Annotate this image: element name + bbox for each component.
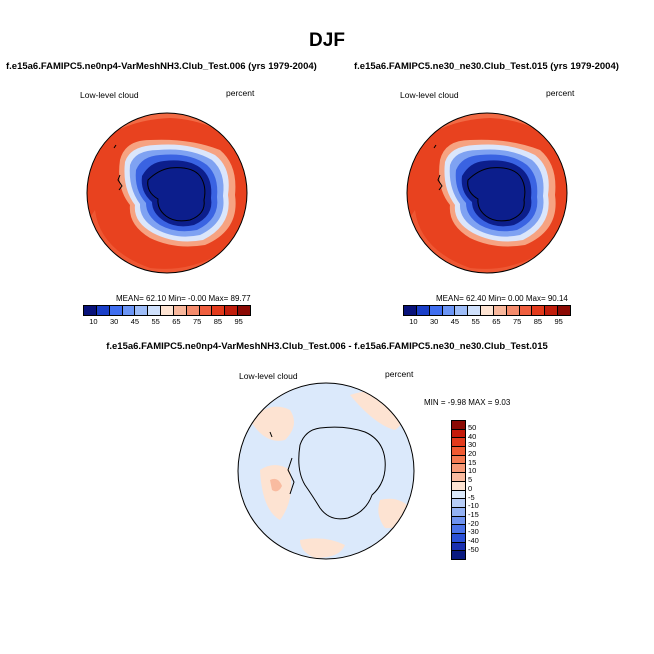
right-run-title: f.e15a6.FAMIPC5.ne30_ne30.Club_Test.015 … [354, 61, 619, 72]
diff-colorbar-swatch [452, 516, 465, 526]
right-colorbar-swatch [545, 306, 559, 315]
right-colorbar-swatch [455, 306, 469, 315]
left-colorbar-swatch [109, 306, 123, 315]
diff-colorbar-swatch [452, 481, 465, 491]
diff-colorbar-tick-label: -5 [468, 492, 475, 502]
left-colorbar-swatch [173, 306, 187, 315]
diff-colorbar-swatch [452, 438, 465, 448]
right-colorbar-swatch [532, 306, 546, 315]
right-colorbar [403, 305, 571, 316]
left-colorbar-swatch [238, 306, 250, 315]
right-colorbar-tick-label: 10 [409, 317, 418, 326]
left-units-label: percent [226, 88, 255, 98]
diff-colorbar-tick-label: 0 [468, 483, 473, 493]
diff-colorbar-tick-label: 50 [468, 423, 477, 432]
diff-colorbar-tick-label: 20 [468, 449, 477, 459]
figure-title: DJF [309, 30, 345, 51]
right-units-label: percent [546, 88, 575, 98]
left-colorbar-swatch [148, 306, 162, 315]
left-colorbar-tick-label: 95 [234, 317, 243, 326]
diff-colorbar-swatch [452, 533, 465, 543]
right-colorbar-tick-label: 45 [450, 317, 460, 326]
diff-colorbar-swatch [452, 429, 465, 439]
diff-units-label: percent [385, 369, 414, 379]
diff-colorbar-tick-label: 15 [468, 457, 477, 467]
left-colorbar-tick-label: 75 [192, 317, 202, 326]
diff-colorbar-tick-label: -15 [468, 509, 479, 519]
left-colorbar-tick-label: 10 [89, 317, 98, 326]
diff-colorbar-swatch [452, 490, 465, 500]
diff-colorbar-tick-label: -30 [468, 527, 479, 537]
left-colorbar-tick-label: 65 [172, 317, 181, 326]
right-colorbar-swatch [429, 306, 443, 315]
left-colorbar-swatch [225, 306, 239, 315]
diff-stats: MIN = -9.98 MAX = 9.03 [424, 398, 511, 407]
right-colorbar-tick-label: 65 [492, 317, 501, 326]
diff-colorbar-tick-label: -40 [468, 535, 479, 545]
right-colorbar-swatch [519, 306, 533, 315]
diff-colorbar-swatch [452, 473, 465, 482]
diff-colorbar-tick-label: -50 [468, 544, 479, 554]
diff-colorbar-tick-label: -20 [468, 518, 479, 528]
diff-colorbar-swatch [452, 447, 465, 456]
diff-colorbar-tick-label: 40 [468, 431, 477, 441]
diff-colorbar [451, 420, 466, 560]
diff-colorbar-tick-label: -10 [468, 501, 479, 511]
right-colorbar-swatch [404, 306, 417, 315]
left-run-title: f.e15a6.FAMIPC5.ne0np4-VarMeshNH3.Club_T… [6, 61, 317, 72]
right-colorbar-swatch [468, 306, 482, 315]
diff-run-title: f.e15a6.FAMIPC5.ne0np4-VarMeshNH3.Club_T… [106, 341, 548, 352]
left-colorbar-tick-label: 30 [109, 317, 119, 326]
left-colorbar-swatch [96, 306, 110, 315]
diff-variable-label: Low-level cloud [239, 371, 298, 381]
left-variable-label: Low-level cloud [80, 90, 139, 100]
right-colorbar-swatch [442, 306, 456, 315]
left-colorbar-swatch [161, 306, 174, 315]
right-colorbar-swatch [506, 306, 520, 315]
right-colorbar-tick-label: 95 [554, 317, 563, 326]
left-colorbar-swatch [186, 306, 200, 315]
left-colorbar-swatch [199, 306, 213, 315]
diff-colorbar-swatch [452, 542, 465, 552]
right-colorbar-swatch [416, 306, 430, 315]
right-colorbar-swatch [558, 306, 570, 315]
right-colorbar-tick-label: 75 [512, 317, 522, 326]
right-colorbar-swatch [493, 306, 507, 315]
diff-colorbar-tick-label: 10 [468, 466, 477, 476]
diff-colorbar-tick-label: 5 [468, 475, 473, 485]
left-colorbar-labels: 10 30 45 55 65 75 85 95 [83, 317, 249, 326]
left-colorbar-swatch [84, 306, 97, 315]
diff-colorbar-labels: 50 40 30 20 15 10 5 0 -5 -10 -15 -20 -30 -40 -50 [468, 423, 479, 554]
diff-colorbar-swatch [452, 455, 465, 465]
right-colorbar-tick-label: 55 [471, 317, 480, 326]
diff-colorbar-swatch [452, 464, 465, 474]
left-colorbar-tick-label: 45 [130, 317, 140, 326]
right-colorbar-tick-label: 85 [533, 317, 543, 326]
left-colorbar-swatch [212, 306, 226, 315]
diff-colorbar-swatch [452, 421, 465, 430]
diff-colorbar-swatch [452, 525, 465, 534]
right-colorbar-labels: 10 30 45 55 65 75 85 95 [403, 317, 569, 326]
right-stats: MEAN= 62.40 Min= 0.00 Max= 90.14 [436, 294, 568, 303]
right-colorbar-tick-label: 30 [429, 317, 439, 326]
left-colorbar [83, 305, 251, 316]
right-variable-label: Low-level cloud [400, 90, 459, 100]
diff-colorbar-tick-label: 30 [468, 440, 477, 450]
left-colorbar-swatch [122, 306, 136, 315]
left-colorbar-swatch [135, 306, 149, 315]
left-colorbar-tick-label: 55 [151, 317, 160, 326]
left-stats: MEAN= 62.10 Min= -0.00 Max= 89.77 [116, 294, 251, 303]
right-colorbar-swatch [481, 306, 494, 315]
left-colorbar-tick-label: 85 [213, 317, 223, 326]
diff-colorbar-swatch [452, 551, 465, 559]
diff-colorbar-swatch [452, 507, 465, 517]
diff-colorbar-swatch [452, 499, 465, 508]
